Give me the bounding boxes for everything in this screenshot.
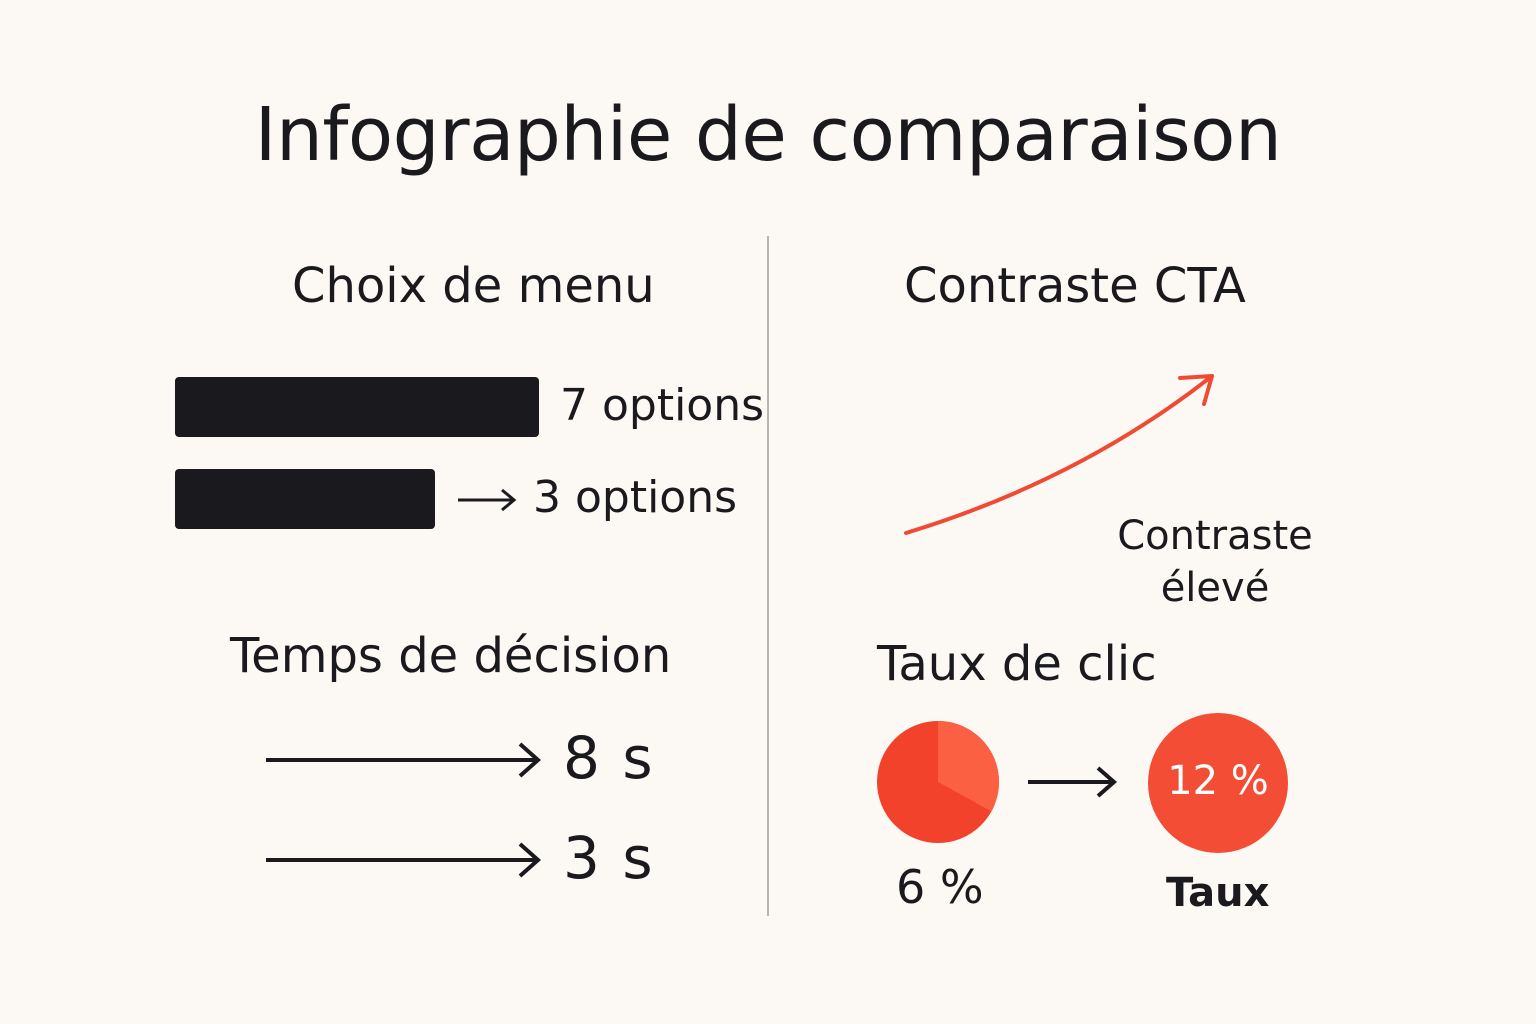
decision-time-label-8s: 8 s: [563, 724, 655, 792]
click-rate-before-label: 6 %: [896, 860, 984, 914]
rising-arrow-icon: [904, 374, 1214, 535]
cta-contrast-heading: Contraste CTA: [904, 258, 1246, 314]
click-rate-after-circle: [1148, 713, 1288, 853]
high-contrast-label-line1: Contraste: [1117, 513, 1313, 559]
pie-before: [877, 721, 999, 843]
menu-label-3-options: 3 options: [533, 472, 738, 523]
decision-time-heading: Temps de décision: [230, 628, 672, 684]
menu-label-7-options: 7 options: [560, 380, 765, 431]
arrow-right-icon: [1028, 766, 1118, 798]
arrow-right-icon: [266, 842, 542, 878]
click-rate-after-value: 12 %: [1167, 758, 1269, 804]
decision-time-label-3s: 3 s: [563, 824, 655, 892]
page-title: Infographie de comparaison: [254, 92, 1282, 178]
click-rate-heading: Taux de clic: [877, 636, 1157, 692]
menu-bar-3-options: [175, 469, 435, 529]
arrow-right-icon: [458, 488, 517, 512]
menu-choice-heading: Choix de menu: [292, 258, 655, 314]
menu-bar-7-options: [175, 377, 539, 437]
pie-before-slice: [938, 721, 999, 812]
click-rate-after-label: Taux: [1166, 870, 1270, 916]
high-contrast-label-line2: élevé: [1160, 565, 1270, 611]
column-divider: [767, 236, 769, 916]
high-contrast-label: Contraste élevé: [1110, 510, 1320, 614]
arrow-right-icon: [266, 742, 542, 778]
